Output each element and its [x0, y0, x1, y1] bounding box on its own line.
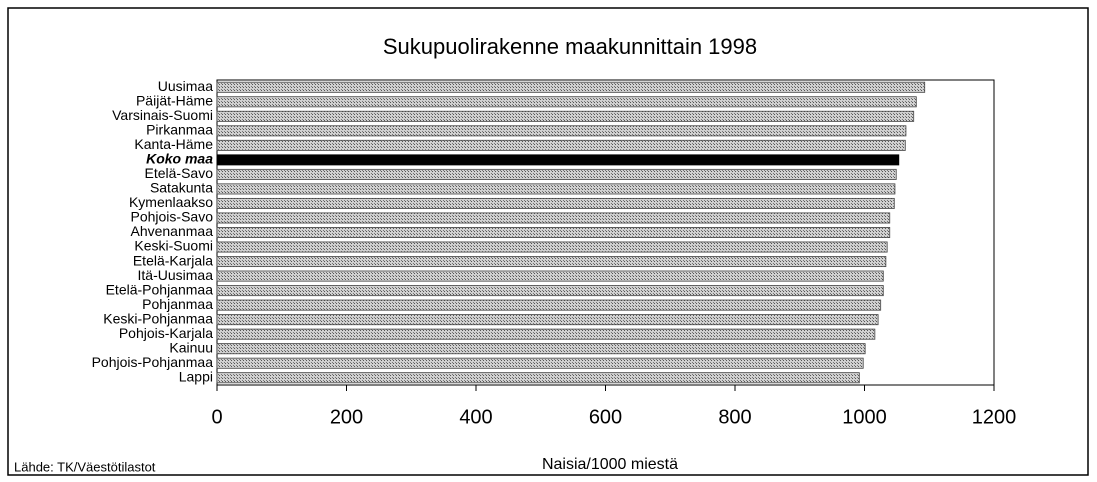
y-tick-label: Etelä-Pohjanmaa — [106, 281, 214, 297]
bar — [216, 285, 884, 297]
bar — [216, 299, 882, 311]
bar — [216, 168, 897, 180]
bar — [216, 96, 917, 108]
y-tick-label: Kainuu — [169, 339, 213, 355]
x-tick-label: 200 — [330, 406, 363, 428]
bar — [216, 372, 860, 384]
bar — [216, 125, 907, 137]
y-tick-label: Varsinais-Suomi — [112, 107, 213, 123]
y-tick-label: Pohjanmaa — [142, 296, 213, 312]
y-tick-label: Uusimaa — [158, 78, 213, 94]
bar — [216, 110, 915, 122]
y-tick-label: Pohjois-Savo — [131, 209, 214, 225]
frame — [7, 7, 1089, 476]
y-tick-label: Koko maa — [146, 151, 213, 167]
bar — [216, 139, 906, 151]
bar — [216, 343, 866, 355]
x-tick-label: 1000 — [842, 406, 887, 428]
bar — [216, 241, 888, 253]
x-tick-label: 400 — [459, 406, 492, 428]
y-tick-label: Pirkanmaa — [146, 122, 213, 138]
x-tick-label: 800 — [718, 406, 751, 428]
x-tick-label: 1200 — [972, 406, 1017, 428]
bar — [216, 183, 896, 195]
bar — [216, 256, 887, 268]
y-tick-label: Päijät-Häme — [136, 92, 213, 108]
y-tick-label: Etelä-Savo — [145, 165, 214, 181]
source: Lähde: TK/Väestötilastot — [14, 459, 156, 474]
y-tick-label: Keski-Suomi — [134, 238, 213, 254]
y-tick-label: Lappi — [179, 368, 213, 384]
bar — [216, 154, 900, 166]
y-tick-label: Satakunta — [150, 180, 213, 196]
x-tick-label: 0 — [211, 406, 222, 428]
bar — [216, 357, 864, 369]
bar — [216, 81, 926, 93]
y-tick-label: Pohjois-Karjala — [119, 325, 213, 341]
y-tick-label: Kanta-Häme — [134, 136, 213, 152]
y-tick-label: Kymenlaakso — [129, 194, 213, 210]
y-tick-label: Etelä-Karjala — [133, 252, 213, 268]
bar — [216, 212, 891, 224]
bar — [216, 197, 895, 209]
bar — [216, 270, 884, 282]
x-axis-label: Naisia/1000 miestä — [542, 456, 678, 473]
chart-title: Sukupuolirakenne maakunnittain 1998 — [383, 34, 757, 59]
bar — [216, 314, 879, 326]
y-tick-label: Keski-Pohjanmaa — [103, 310, 213, 326]
x-tick-label: 600 — [589, 406, 622, 428]
y-tick-label: Itä-Uusimaa — [138, 267, 214, 283]
bar — [216, 328, 876, 340]
bar — [216, 227, 891, 238]
y-tick-label: Ahvenanmaa — [130, 223, 213, 239]
y-tick-label: Pohjois-Pohjanmaa — [92, 354, 214, 370]
